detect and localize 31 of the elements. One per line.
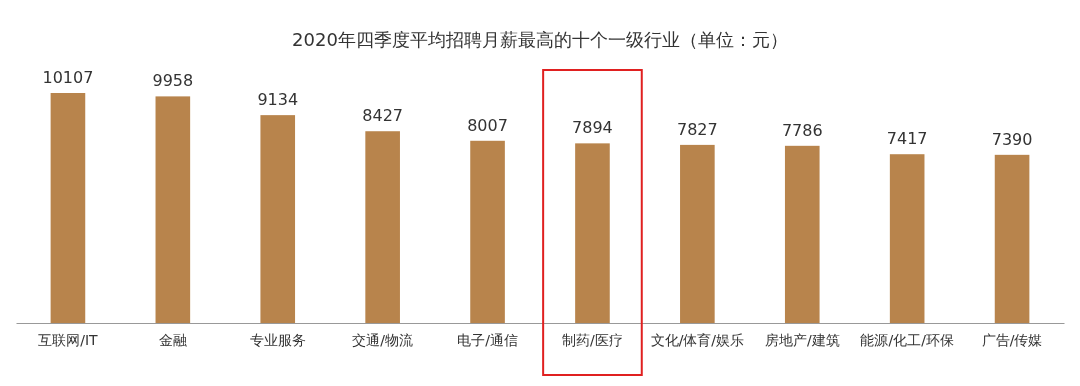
data-label: 9134 [257,90,299,110]
bar [155,96,191,323]
data-label: 7786 [781,120,823,140]
x-tick-label: 电子/通信 [457,331,518,348]
bar [260,115,296,323]
data-label: 8007 [467,115,508,135]
x-tick-label: 文化/体育/娱乐 [650,331,745,348]
bar [784,145,820,323]
bar [470,140,505,323]
x-tick-label: 能源/化工/环保 [860,331,954,348]
data-label: 7827 [677,119,718,139]
x-tick-label: 互联网/IT [38,331,99,348]
bar [680,144,715,323]
data-label: 7417 [886,129,928,149]
bar [50,93,86,323]
chart-title: 2020年四季度平均招聘月薪最高的十个一级行业（单位：元） [292,29,788,50]
x-tick-label: 房地产/建筑 [764,331,840,348]
data-label: 7390 [991,129,1033,149]
data-label: 8427 [362,106,403,126]
x-tick-label: 广告/传媒 [981,331,1043,348]
bar [889,154,925,323]
x-tick-label: 金融 [158,331,187,348]
data-label: 10107 [42,68,94,87]
x-tick-label: 制药/医疗 [562,331,623,348]
data-label: 9958 [152,71,194,91]
bar [365,131,400,323]
data-label: 7894 [572,118,613,138]
bar [994,154,1030,323]
x-tick-label: 专业服务 [249,331,306,348]
x-tick-label: 交通/物流 [352,331,413,348]
bar [575,143,610,323]
